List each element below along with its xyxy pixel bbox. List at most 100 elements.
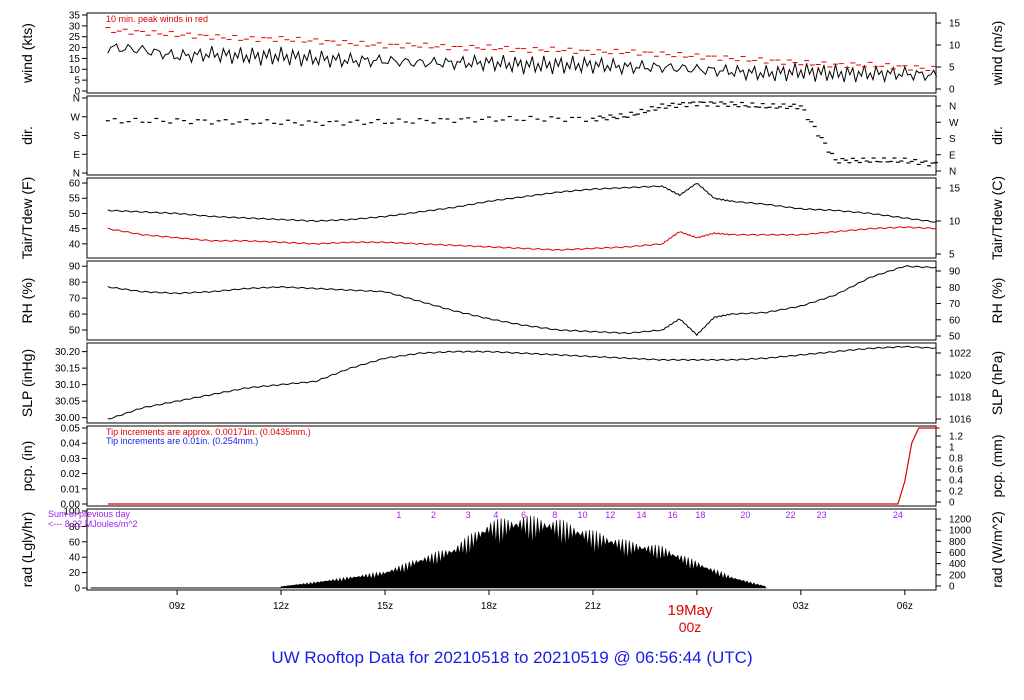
rad-ytick-right-label: 1200 (949, 515, 972, 526)
pcp-ytick-right-label: 1.2 (949, 432, 963, 443)
dir-ytick-label: W (71, 112, 81, 123)
dir-ytick-label: N (73, 169, 80, 180)
rad-ytick-right-label: 800 (949, 537, 966, 548)
wind-ytick-label: 30 (69, 21, 81, 32)
rad-hour-mark: 6 (521, 510, 526, 520)
pcp-series (107, 427, 940, 505)
temp-series-0 (107, 183, 937, 223)
pcp-ytick-right-label: 0.6 (949, 465, 963, 476)
time-axis: 09z 12z 15z 18z 21z 03z 06z (169, 590, 913, 612)
temp-panel: 40 45 50 55 60 5 10 15 Tair/Tdew (F) Tair/Tdew (C… (19, 176, 1005, 261)
temp-ytick-label: 40 (69, 239, 81, 250)
date-sublabel: 00z (679, 619, 702, 635)
dir-ytick-right-label: S (949, 134, 956, 145)
wind-ylabel-right: wind (m/s) (989, 21, 1005, 87)
dir-ytick-label: S (73, 131, 80, 142)
rad-hour-mark: 14 (636, 510, 646, 520)
pcp-ytick-right-label: 0 (949, 498, 955, 509)
rh-ytick-right-label: 70 (949, 299, 961, 310)
rh-ylabel-right: RH (%) (989, 278, 1005, 324)
rad-frame (86, 508, 937, 591)
slp-ytick-label: 30.15 (55, 364, 80, 375)
rad-ylabel-right: rad (W/m^2) (989, 511, 1005, 588)
rad-ytick-label: 0 (74, 584, 80, 595)
rad-hour-mark: 1 (396, 510, 401, 520)
temp-ytick-label: 60 (69, 179, 81, 190)
wind-frame (86, 12, 937, 94)
rh-ytick-label: 70 (69, 294, 81, 305)
rad-hour-mark: 22 (785, 510, 795, 520)
rad-hour-mark: 3 (466, 510, 471, 520)
rad-ytick-label: 20 (69, 568, 81, 579)
slp-ylabel-left: SLP (inHg) (19, 349, 35, 417)
time-tick-label: 15z (377, 601, 393, 612)
wind-ytick-right-label: 5 (949, 63, 955, 74)
slp-ytick-right-label: 1022 (949, 349, 972, 360)
temp-frame (86, 177, 937, 259)
pcp-note: Tip increments are 0.01in. (0.254mm.) (106, 436, 258, 446)
rad-note: Sum of previous day (48, 509, 131, 519)
rh-ytick-label: 50 (69, 326, 81, 337)
rad-ytick-right-label: 1000 (949, 526, 972, 537)
slp-ytick-right-label: 1018 (949, 393, 972, 404)
dir-ytick-right-label: N (949, 102, 956, 113)
rad-hour-mark: 23 (817, 510, 827, 520)
rad-ylabel-left: rad (Lgly/hr) (19, 512, 35, 587)
slp-ytick-right-label: 1020 (949, 371, 972, 382)
temp-ytick-right-label: 15 (949, 184, 961, 195)
wind-ytick-label: 35 (69, 11, 81, 22)
figure-title: UW Rooftop Data for 20210518 to 20210519… (271, 648, 753, 667)
pcp-ylabel-left: pcp. (in) (19, 441, 35, 492)
rad-hour-mark: 18 (695, 510, 705, 520)
pcp-ytick-label: 0.04 (61, 439, 81, 450)
wind-ytick-right-label: 0 (949, 85, 955, 96)
temp-ytick-right-label: 10 (949, 217, 961, 228)
pcp-ytick-right-label: 1 (949, 443, 955, 454)
slp-ytick-label: 30.00 (55, 413, 80, 424)
dir-ylabel-left: dir. (19, 126, 35, 145)
pcp-frame (86, 425, 937, 507)
wind-ytick-label: 20 (69, 43, 81, 54)
rh-ytick-right-label: 80 (949, 283, 961, 294)
time-tick-label: 03z (793, 601, 809, 612)
dir-ytick-right-label: N (949, 167, 956, 178)
pcp-ytick-label: 0.02 (61, 469, 81, 480)
dir-ytick-right-label: E (949, 150, 956, 161)
time-tick-label: 18z (481, 601, 497, 612)
slp-panel: 30.00 30.05 30.10 30.15 30.20 1016 1018 1020 102… (19, 342, 1005, 426)
rad-ytick-right-label: 400 (949, 559, 966, 570)
rad-hour-mark: 2 (431, 510, 436, 520)
pcp-ytick-label: 0.00 (61, 500, 81, 511)
rad-ytick-right-label: 200 (949, 570, 966, 581)
rad-ytick-label: 100 (63, 507, 80, 518)
wind-ytick-label: 0 (74, 87, 80, 98)
rad-hour-mark: 24 (893, 510, 903, 520)
time-tick-label: 12z (273, 601, 289, 612)
rad-ytick-label: 60 (69, 537, 81, 548)
rh-ytick-right-label: 50 (949, 332, 961, 343)
rad-ytick-right-label: 0 (949, 582, 955, 593)
rad-ytick-right-label: 600 (949, 548, 966, 559)
slp-ytick-right-label: 1016 (949, 415, 972, 426)
time-tick-label: 06z (897, 601, 913, 612)
wind-series (107, 43, 938, 84)
pcp-ytick-right-label: 0.2 (949, 487, 963, 498)
pcp-ylabel-right: pcp. (mm) (989, 435, 1005, 498)
wind-ytick-right-label: 10 (949, 41, 961, 52)
wind-ytick-right-label: 15 (949, 19, 961, 30)
rad-note: <--- 8.22 MJoules/m^2 (48, 519, 138, 529)
rh-frame (86, 260, 937, 341)
slp-series-0 (107, 345, 937, 420)
rad-hour-mark: 20 (740, 510, 750, 520)
dir-ytick-label: N (73, 94, 80, 105)
temp-ytick-label: 45 (69, 224, 81, 235)
wind-ytick-label: 15 (69, 54, 81, 65)
dir-ylabel-right: dir. (989, 126, 1005, 145)
dir-ytick-right-label: W (949, 118, 959, 129)
pcp-ytick-right-label: 0.4 (949, 476, 963, 487)
wind-annotation: 10 min. peak winds in red (106, 14, 208, 24)
pcp-note: Tip increments are approx. 0.00171in. (0… (106, 427, 311, 437)
